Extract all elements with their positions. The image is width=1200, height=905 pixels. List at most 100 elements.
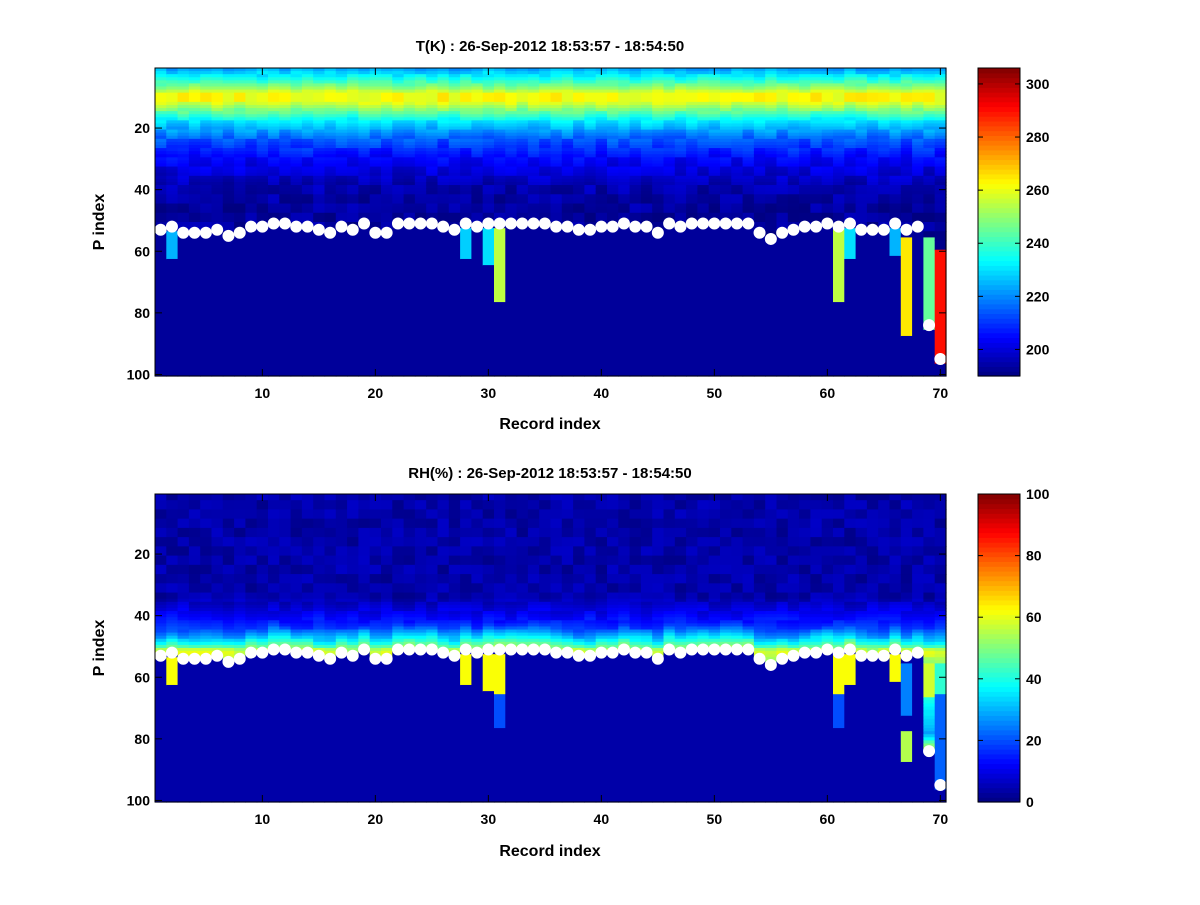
heatmap-cell	[257, 225, 269, 377]
heatmap-cell	[370, 93, 382, 103]
heatmap-cell	[765, 213, 777, 223]
heatmap-cell	[517, 528, 529, 538]
heatmap-cell	[923, 330, 935, 377]
heatmap-cell	[189, 583, 201, 593]
colorbar-segment	[978, 241, 1020, 246]
heatmap-cell	[381, 519, 393, 529]
heatmap-cell	[358, 500, 370, 510]
heatmap-cell	[505, 222, 517, 377]
heatmap-cell	[358, 546, 370, 556]
heatmap-cell	[302, 593, 314, 600]
heatmap-cell	[630, 556, 642, 566]
colorbar-segment	[978, 270, 1020, 275]
heatmap-cell	[584, 519, 596, 529]
heatmap-cell	[404, 519, 416, 529]
heatmap-cell	[460, 228, 472, 259]
heatmap-cell	[551, 225, 563, 377]
heatmap-cell	[279, 222, 291, 377]
heatmap-cell	[754, 213, 766, 223]
colorbar-segment	[978, 169, 1020, 174]
surface-marker	[878, 224, 889, 235]
heatmap-cell	[539, 93, 551, 103]
heatmap-cell	[596, 93, 608, 103]
heatmap-cell	[539, 500, 551, 510]
heatmap-cell	[562, 500, 574, 510]
colorbar-segment	[978, 256, 1020, 261]
heatmap-cell	[517, 593, 529, 600]
heatmap-cell	[551, 583, 563, 593]
heatmap-cell	[438, 225, 450, 377]
colorbar-segment	[978, 82, 1020, 87]
heatmap-cell	[675, 583, 687, 593]
heatmap-cell	[799, 207, 811, 214]
heatmap-cell	[528, 494, 540, 501]
heatmap-cell	[675, 574, 687, 584]
heatmap-cell	[234, 556, 246, 566]
heatmap-cell	[155, 213, 167, 223]
heatmap-cell	[890, 93, 902, 103]
heatmap-cell	[584, 494, 596, 501]
heatmap-cell	[505, 556, 517, 566]
heatmap-cell	[212, 654, 224, 802]
heatmap-cell	[596, 583, 608, 593]
heatmap-cell	[302, 565, 314, 575]
heatmap-cell	[257, 651, 269, 803]
heatmap-cell	[573, 565, 585, 575]
heatmap-cell	[607, 93, 619, 103]
heatmap-cell	[404, 93, 416, 103]
heatmap-cell	[562, 528, 574, 538]
heatmap-cell	[336, 225, 348, 377]
heatmap-cell	[697, 500, 709, 510]
heatmap-cell	[291, 546, 303, 556]
heatmap-cell	[347, 528, 359, 538]
heatmap-cell	[664, 583, 676, 593]
surface-marker	[777, 227, 788, 238]
heatmap-cell	[155, 593, 167, 600]
heatmap-cell	[652, 574, 664, 584]
heatmap-cell	[279, 556, 291, 566]
heatmap-cell	[675, 528, 687, 538]
heatmap-cell	[302, 583, 314, 593]
colorbar-segment	[978, 174, 1020, 179]
heatmap-cell	[155, 537, 167, 547]
heatmap-cell	[155, 528, 167, 538]
heatmap-cell	[257, 519, 269, 529]
heatmap-cell	[392, 574, 404, 584]
heatmap-cell	[573, 546, 585, 556]
heatmap-cell	[788, 228, 800, 376]
heatmap-cell	[573, 93, 585, 103]
surface-marker	[675, 221, 686, 232]
colorbar-segment	[978, 318, 1020, 323]
heatmap-cell	[381, 593, 393, 600]
heatmap-cell	[302, 500, 314, 510]
heatmap-cell	[528, 574, 540, 584]
temperature-x-axis-label: Record index	[499, 416, 600, 433]
heatmap-cell	[415, 222, 427, 377]
heatmap-cell	[166, 593, 178, 600]
heatmap-cell	[697, 519, 709, 529]
heatmap-cell	[381, 500, 393, 510]
heatmap-cell	[573, 583, 585, 593]
surface-marker	[178, 227, 189, 238]
heatmap-cell	[551, 509, 563, 519]
heatmap-cell	[223, 509, 235, 519]
heatmap-cell	[517, 500, 529, 519]
heatmap-cell	[313, 583, 325, 593]
heatmap-cell	[358, 528, 370, 547]
heatmap-cell	[404, 565, 416, 575]
heatmap-cell	[901, 213, 913, 223]
heatmap-cell	[166, 231, 178, 259]
heatmap-cell	[415, 574, 427, 584]
heatmap-cell	[392, 173, 404, 180]
heatmap-cell	[652, 565, 664, 575]
heatmap-cell	[381, 565, 393, 575]
heatmap-cell	[618, 546, 630, 556]
colorbar-segment	[978, 289, 1020, 294]
heatmap-cell	[381, 213, 393, 223]
heatmap-cell	[788, 93, 800, 103]
heatmap-cell	[618, 565, 630, 575]
heatmap-cell	[494, 528, 506, 538]
heatmap-cell	[743, 93, 755, 103]
heatmap-cell	[573, 556, 585, 566]
heatmap-cell	[245, 225, 257, 377]
